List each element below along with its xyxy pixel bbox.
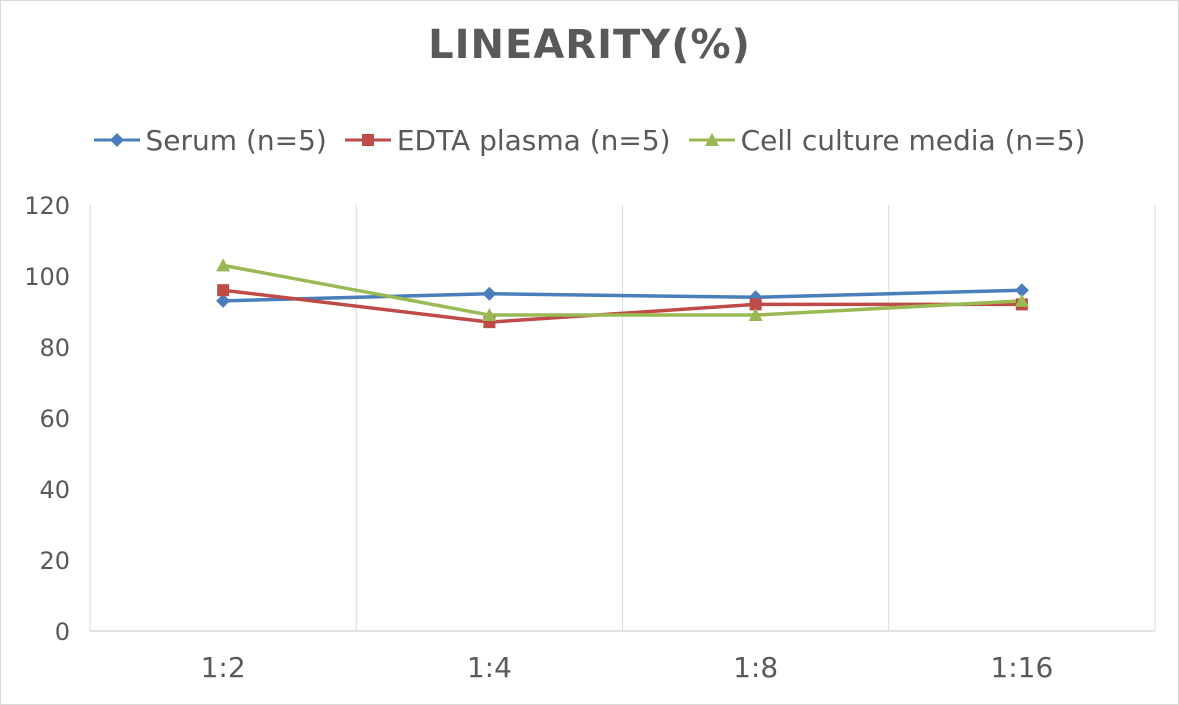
y-tick-label: 20 (39, 547, 70, 575)
legend-label-edta-plasma: EDTA plasma (n=5) (396, 123, 671, 157)
x-tick-label: 1:16 (990, 651, 1053, 684)
legend-label-serum: Serum (n=5) (145, 123, 327, 157)
legend-swatch-edta-plasma (344, 134, 391, 146)
legend-item-serum: Serum (n=5) (93, 123, 327, 157)
data-point (217, 284, 230, 297)
y-tick-label: 100 (24, 263, 70, 291)
y-tick-label: 80 (39, 334, 70, 362)
data-point (216, 293, 231, 308)
series-line (222, 263, 1022, 317)
data-point (482, 308, 497, 322)
axes: 0 20 40 60 80 100 120 1:2 1:4 1:8 1:16 (24, 192, 1155, 684)
data-point (216, 258, 231, 272)
y-tick-label: 0 (55, 618, 70, 646)
series-line (223, 288, 1022, 303)
y-tick-label: 120 (24, 192, 70, 220)
series-group (216, 258, 1029, 329)
x-tick-label: 1:8 (733, 651, 778, 684)
data-point (482, 286, 497, 301)
x-tick-label: 1:2 (201, 651, 246, 684)
legend-swatch-cell-culture-media (688, 133, 735, 146)
y-tick-label: 60 (39, 405, 70, 433)
data-point (749, 298, 762, 311)
chart-title: LINEARITY(%) (428, 22, 751, 68)
data-point (1014, 283, 1029, 298)
legend-label-cell-culture-media: Cell culture media (n=5) (740, 123, 1086, 157)
y-tick-label: 40 (39, 476, 70, 504)
legend-item-edta-plasma: EDTA plasma (n=5) (344, 123, 671, 157)
legend-swatch-serum (93, 133, 140, 147)
x-tick-label: 1:4 (467, 651, 512, 684)
data-point (748, 308, 763, 322)
gridlines (89, 205, 1156, 631)
chart-legend: Serum (n=5) EDTA plasma (n=5) Cell cultu… (0, 120, 1179, 160)
data-point (1014, 293, 1029, 307)
legend-item-cell-culture-media: Cell culture media (n=5) (688, 123, 1086, 157)
series-line (222, 288, 1022, 324)
